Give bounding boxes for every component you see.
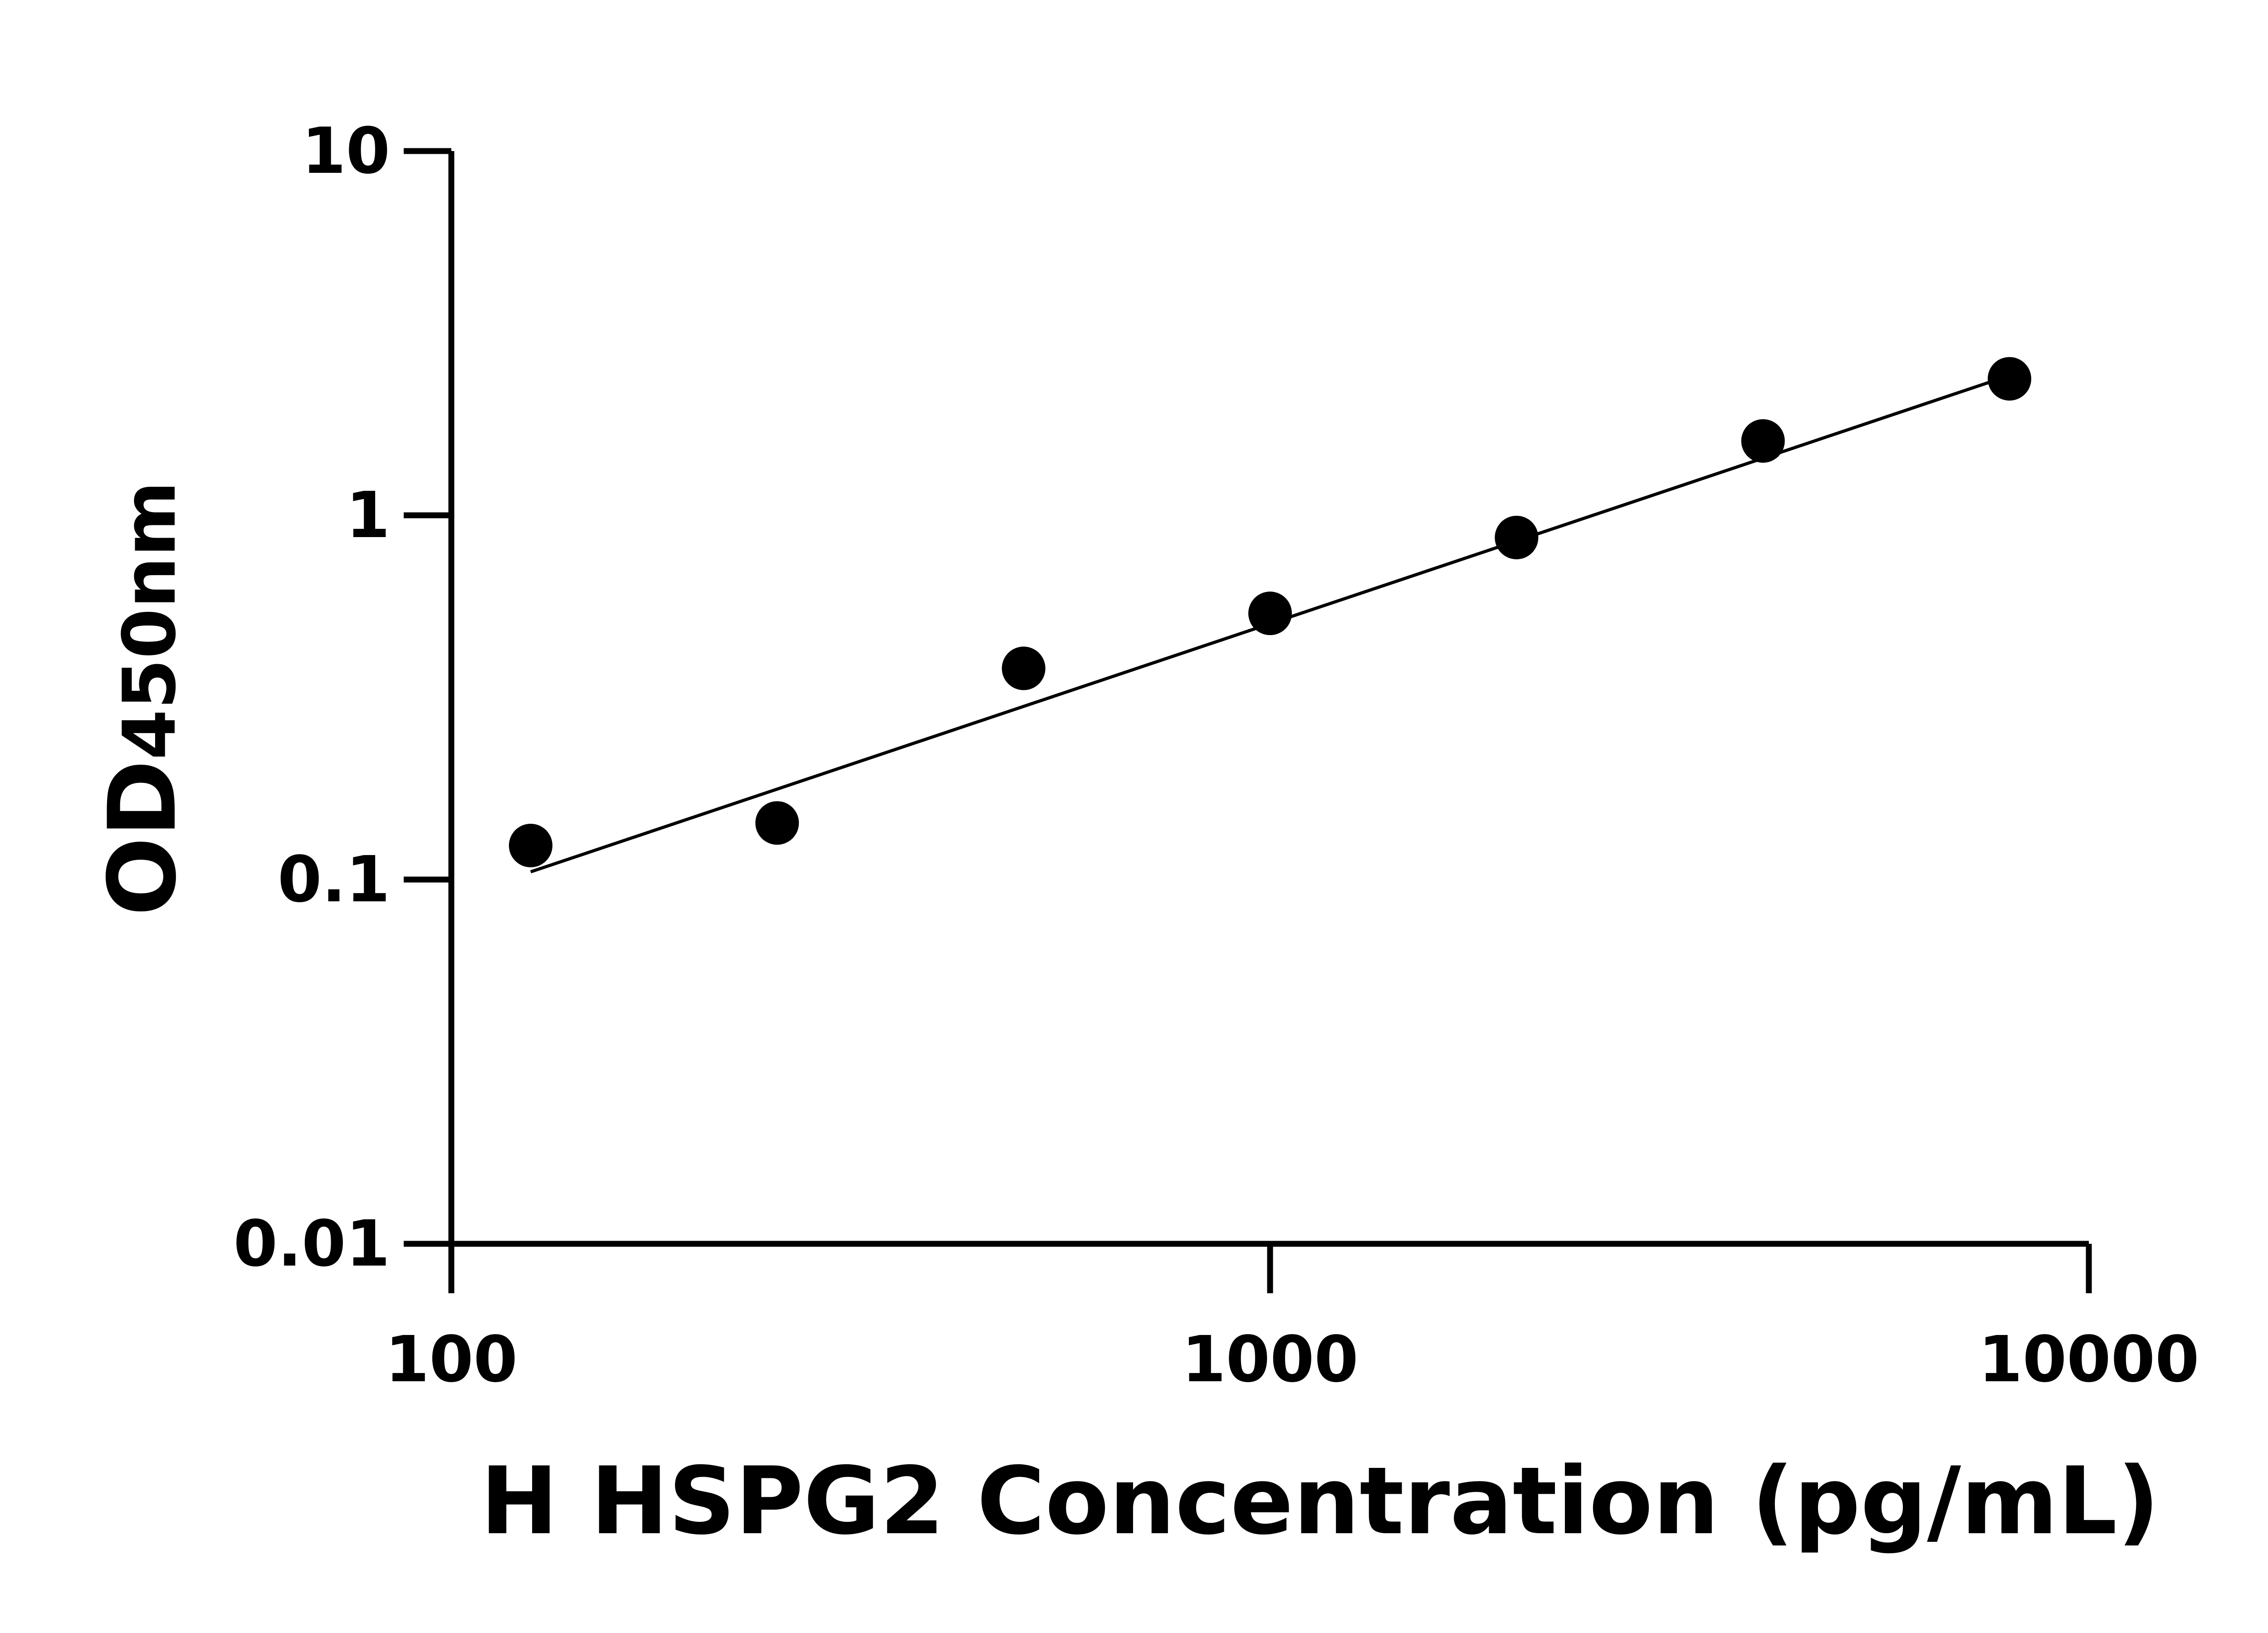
- y-tick-label: 10: [302, 114, 390, 188]
- y-tick-label: 0.1: [278, 843, 390, 917]
- x-tick-label: 1000: [1182, 1323, 1359, 1397]
- data-point: [508, 823, 552, 867]
- x-axis-title: H HSPG2 Concentration (pg/mL): [480, 1447, 2160, 1555]
- y-tick-label: 0.01: [234, 1207, 390, 1281]
- data-point: [1002, 646, 1046, 690]
- y-tick-label: 1: [346, 479, 390, 552]
- data-marks: [508, 357, 2032, 874]
- x-tick-label: 100: [385, 1323, 518, 1397]
- y-axis-title: OD450nm: [89, 481, 197, 916]
- data-point: [1741, 419, 1785, 463]
- y-axis-title-main: OD: [89, 760, 197, 916]
- tick-labels: 0.01 0.1 1 10 100 1000 10000: [234, 114, 2200, 1397]
- axes: [404, 148, 2092, 1293]
- x-tick-label: 10000: [1978, 1323, 2199, 1397]
- data-point: [755, 801, 799, 845]
- data-point: [1988, 357, 2032, 401]
- data-point: [1248, 592, 1292, 636]
- y-axis-title-sub: 450nm: [107, 481, 192, 760]
- data-point: [1495, 515, 1539, 559]
